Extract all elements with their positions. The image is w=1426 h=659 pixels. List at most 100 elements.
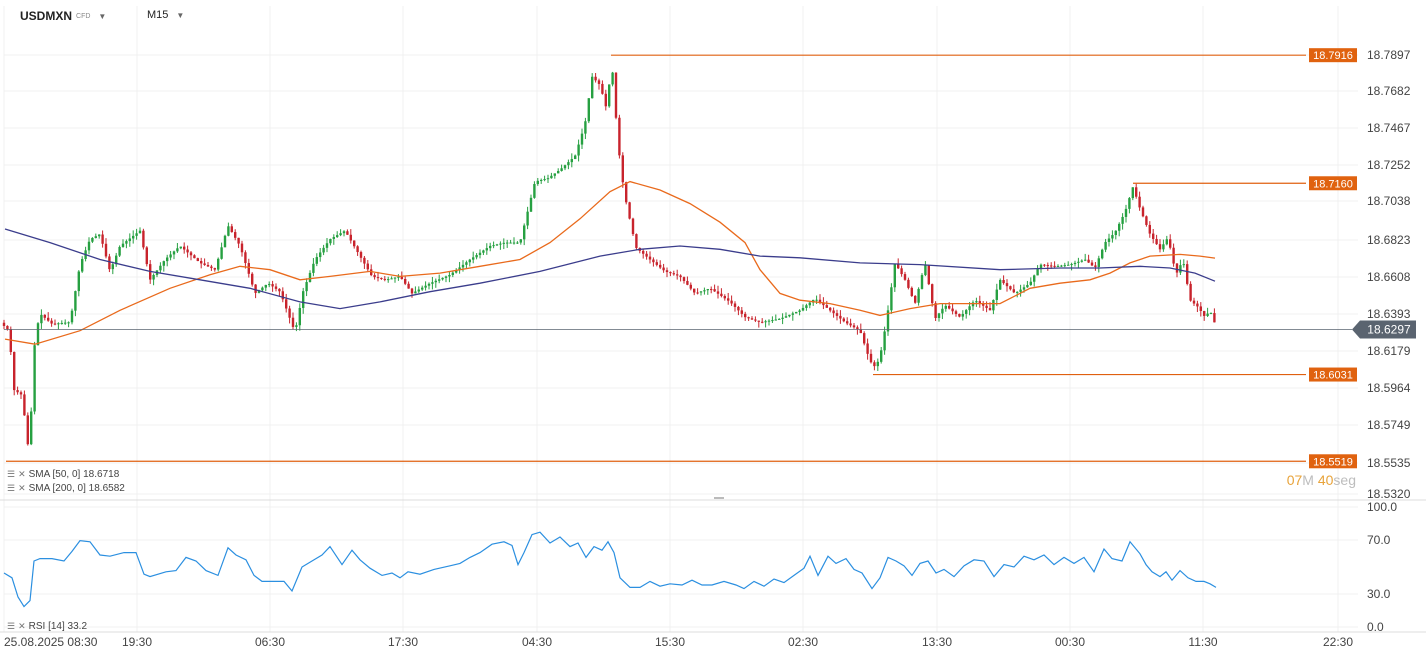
candle-body [67,322,70,324]
candle-body [210,266,213,269]
y-tick-label: 18.7682 [1367,84,1411,98]
candle-body [992,299,995,311]
candle-body [543,179,546,181]
candle-body [101,234,104,244]
candle-body [1043,264,1046,266]
candle-body [363,257,366,264]
indicator-settings-icon[interactable]: ☰ [7,469,16,479]
candle-body [1155,238,1158,245]
candle-body [757,320,760,322]
candle-body [988,308,992,311]
candle-body [400,276,403,279]
candle-body [271,284,274,287]
candle-body [917,288,920,303]
candle-body [1090,262,1094,266]
indicator-value: 33.2 [67,621,88,632]
candle-body [132,235,135,239]
level-tag [1309,367,1357,382]
symbol-selector[interactable]: USDMXN CFD ▼ [20,9,106,23]
candle-body [74,291,77,311]
panel-resize-handle[interactable] [714,497,724,499]
y-tick-label: 18.7252 [1367,158,1411,172]
candle-body [353,240,356,247]
candle-body [815,299,818,301]
candle-body [536,180,539,185]
level-tag [1309,48,1357,63]
candle-body [968,306,971,311]
close-icon[interactable]: ✕ [18,469,26,479]
candle-body [254,284,257,293]
candle-body [672,273,675,275]
x-tick-label: 13:30 [922,635,952,649]
candle-body [1175,263,1179,273]
candle-body [1121,216,1124,224]
candle-body [19,392,23,395]
candle-body [1097,258,1100,267]
candle-body [849,323,852,326]
candle-body [458,267,461,271]
candle-body [852,325,856,328]
y-tick-label: 18.7467 [1367,121,1411,135]
candle-body [832,310,835,314]
timeframe-selector[interactable]: M15 ▼ [147,9,184,21]
candle-body [631,218,635,235]
candle-body [16,390,19,393]
indicator-label: SMA [28,483,50,494]
candle-body [196,258,199,262]
candle-body [703,290,706,292]
candle-body [465,262,468,265]
candle-body [512,242,516,244]
candle-body [516,242,519,244]
candle-body [978,301,981,304]
indicator-legend-rsi[interactable]: ☰ ✕ RSI [14] 33.2 [7,619,87,634]
candle-body [778,318,781,320]
rsi-line [3,531,1217,608]
candle-body [625,182,628,203]
candle-body [1060,265,1063,267]
candle-body [302,291,305,308]
candle-body [961,313,964,317]
level-tag-label: 18.6031 [1313,370,1353,382]
chart-grid [0,6,1426,633]
candle-body [580,133,584,145]
candle-body [495,244,499,246]
candle-body [407,283,410,289]
candle-body [281,291,284,300]
indicator-legend-sma200[interactable]: ☰ ✕ SMA [200, 0] 18.6582 [7,481,125,496]
candle-body [230,226,233,233]
indicator-settings-icon[interactable]: ☰ [7,621,16,631]
candle-body [1084,259,1087,261]
candle-body [240,243,244,253]
candle-body [1073,262,1077,265]
candle-body [417,289,420,292]
instrument-type: CFD [76,13,91,21]
candle-body [519,239,522,243]
candle-body [546,178,550,180]
sma-50-line [4,180,1216,345]
candle-body [764,321,767,323]
candle-body [808,302,811,306]
close-icon[interactable]: ✕ [18,483,26,493]
candle-body [693,288,696,293]
y-tick-label: 18.6179 [1367,344,1411,358]
candle-body [366,263,369,270]
indicator-settings-icon[interactable]: ☰ [7,483,16,493]
indicator-legend-sma50[interactable]: ☰ ✕ SMA [50, 0] 18.6718 [7,467,119,482]
candle-body [261,287,264,291]
sma-200-line [4,228,1216,310]
candle-body [448,275,451,277]
candle-body [332,237,335,239]
candle-body [33,345,36,412]
candle-body [247,263,250,274]
candle-body [81,258,84,272]
candle-body [706,289,709,291]
candle-body [1165,239,1168,245]
candle-body [1053,265,1056,267]
close-icon[interactable]: ✕ [18,621,26,631]
candle-body [550,175,553,179]
candle-body [975,301,978,303]
candle-body [863,333,866,344]
candle-body [111,264,114,270]
candle-body [1067,264,1070,266]
